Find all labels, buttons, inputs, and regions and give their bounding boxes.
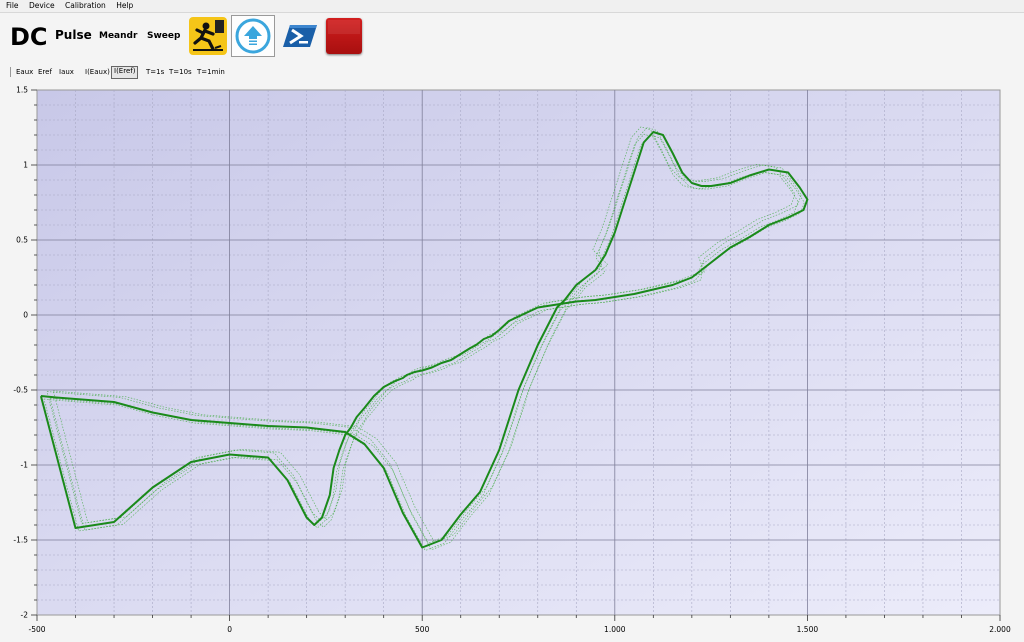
stop-icon <box>328 20 360 34</box>
menu-device[interactable]: Device <box>28 1 55 10</box>
mode-dc-button[interactable]: DC <box>10 23 48 51</box>
channel-i-eaux[interactable]: I(Eaux) <box>85 68 110 76</box>
mode-meandr-button[interactable]: Meandr <box>99 31 138 41</box>
channel-bar: Eaux Eref Iaux I(Eaux) I(Eref) T=1s T=10… <box>0 66 1024 79</box>
x-tick-label: 2.000 <box>989 625 1011 634</box>
y-tick-label: -2 <box>21 611 29 620</box>
y-tick-label: 1 <box>23 161 28 170</box>
upload-button[interactable] <box>231 15 275 57</box>
y-tick-label: -1 <box>21 461 29 470</box>
stop-button[interactable] <box>326 18 362 54</box>
channel-i-eref[interactable]: I(Eref) <box>111 66 139 79</box>
channel-eaux[interactable]: Eaux <box>16 68 34 76</box>
channel-bar-separator <box>10 67 11 77</box>
terminal-button[interactable] <box>281 17 319 55</box>
voltammogram-chart[interactable]: -500 0 500 1.000 1.500 2.000 1.5 1 0.5 0 -0.5 -1 -1… <box>0 80 1024 642</box>
caution-button[interactable] <box>189 17 227 55</box>
echo-trace <box>52 126 796 543</box>
y-tick-label: 1.5 <box>16 86 28 95</box>
plot-area <box>36 89 1001 616</box>
minor-grid <box>37 90 1000 615</box>
caution-slip-icon <box>193 20 224 51</box>
y-tick-label: -1.5 <box>13 536 28 545</box>
menu-calibration[interactable]: Calibration <box>65 1 106 10</box>
upload-arrow-icon <box>235 18 271 54</box>
channel-t-1min[interactable]: T=1min <box>197 68 225 76</box>
y-tick-label: 0.5 <box>16 236 28 245</box>
toolbar: DC Pulse Meandr Sweep <box>0 13 1024 63</box>
x-tick-labels: -500 0 500 1.000 1.500 2.000 <box>28 625 1010 634</box>
menu-file[interactable]: File <box>6 1 19 10</box>
echo-trace <box>46 127 802 544</box>
mode-pulse-button[interactable]: Pulse <box>55 28 92 42</box>
main-trace <box>39 131 809 549</box>
channel-t-10s[interactable]: T=10s <box>169 68 192 76</box>
x-tick-label: 0 <box>227 625 232 634</box>
x-tick-label: 1.500 <box>797 625 819 634</box>
y-tick-labels: 1.5 1 0.5 0 -0.5 -1 -1.5 -2 <box>13 86 28 620</box>
y-tick-label: 0 <box>23 311 28 320</box>
channel-eref[interactable]: Eref <box>38 68 52 76</box>
powershell-icon <box>283 25 317 47</box>
traces <box>39 126 809 551</box>
x-tick-label: 500 <box>415 625 430 634</box>
y-tick-label: -0.5 <box>13 386 28 395</box>
major-grid <box>37 90 1000 615</box>
x-tick-label: 1.000 <box>604 625 626 634</box>
echo-trace <box>49 133 799 551</box>
channel-iaux[interactable]: Iaux <box>59 68 74 76</box>
menu-bar: File Device Calibration Help <box>0 0 1024 13</box>
mode-sweep-button[interactable]: Sweep <box>147 31 181 41</box>
x-tick-label: -500 <box>28 625 45 634</box>
channel-t-1s[interactable]: T=1s <box>146 68 165 76</box>
menu-help[interactable]: Help <box>116 1 134 10</box>
axis-ticks <box>31 89 1001 621</box>
